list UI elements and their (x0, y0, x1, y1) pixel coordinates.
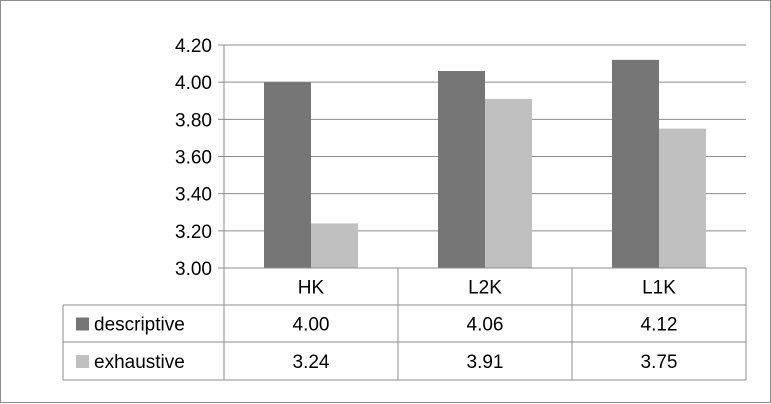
bar-descriptive-l1k (612, 59, 659, 268)
y-tick-label: 3.20 (175, 222, 212, 243)
legend-key-exhaustive (76, 355, 89, 368)
table-value: 3.24 (293, 352, 330, 373)
y-tick-label: 3.60 (175, 148, 212, 169)
table-value: 4.12 (641, 315, 678, 336)
table-value: 4.00 (293, 315, 330, 336)
legend-key-descriptive (76, 317, 89, 331)
y-tick-label: 4.00 (175, 73, 212, 94)
bar-exhaustive-hk (311, 223, 358, 268)
category-label: L1K (642, 278, 676, 299)
y-tick-label: 3.00 (175, 259, 212, 280)
legend-label: exhaustive (94, 352, 185, 373)
table-value: 4.06 (467, 315, 504, 336)
y-tick-label: 3.40 (175, 185, 212, 206)
bar-exhaustive-l2k (485, 98, 532, 269)
bar-descriptive-l2k (438, 71, 485, 269)
bar-descriptive-hk (264, 82, 311, 269)
table-value: 3.91 (467, 352, 504, 373)
bar-exhaustive-l1k (659, 128, 706, 268)
y-tick-label: 3.80 (175, 110, 212, 131)
y-tick-label: 4.20 (175, 36, 212, 57)
table-value: 3.75 (641, 352, 678, 373)
category-label: L2K (468, 278, 502, 299)
category-label: HK (298, 278, 325, 299)
legend-label: descriptive (94, 315, 185, 336)
